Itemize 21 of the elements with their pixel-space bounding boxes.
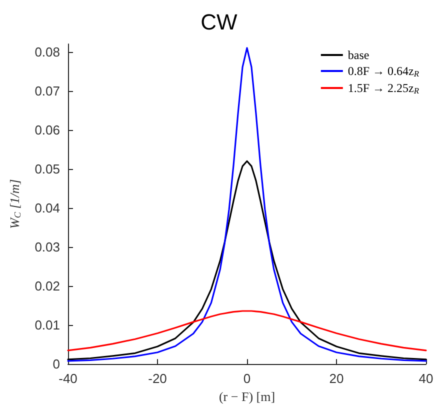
y-tick-label: 0.01 <box>34 318 60 333</box>
x-tick-label: -40 <box>58 371 78 386</box>
legend-label: base <box>348 48 370 62</box>
y-tick-label: 0.04 <box>34 200 60 216</box>
x-tick-label: 20 <box>329 371 344 386</box>
x-tick-label: -20 <box>148 371 167 386</box>
y-tick-label: 0.08 <box>34 44 60 60</box>
line-series <box>67 160 427 360</box>
y-tick-label: 0.05 <box>34 161 60 176</box>
line-series <box>67 310 427 352</box>
chart-title: CW <box>200 10 238 34</box>
x-tick-label: 40 <box>418 371 434 386</box>
y-tick-label: 0.06 <box>34 122 60 138</box>
y-tick-label: 0.02 <box>34 278 60 294</box>
y-tick-label: 0.03 <box>34 239 60 254</box>
x-axis-title: (r − F) [m] <box>218 389 276 404</box>
line-series <box>67 47 427 362</box>
y-axis-title: WC [1/m] <box>7 179 22 229</box>
x-tick-label: 0 <box>243 371 251 386</box>
y-tick-label: 0 <box>52 356 60 372</box>
y-tick-label: 0.07 <box>34 83 60 98</box>
